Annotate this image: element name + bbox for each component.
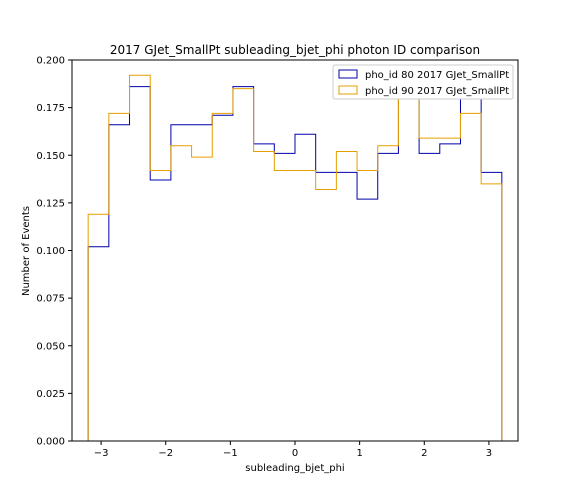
- y-axis: 0.000 0.025 0.050 0.075 0.100 0.125 0.150 0.175…: [36, 56, 72, 448]
- plot-frame: [71, 59, 519, 442]
- y-tick-label: 0.050: [36, 341, 65, 352]
- y-tick-label: 0.000: [36, 437, 65, 448]
- series-layer: [87, 74, 503, 441]
- x-tick-label: 3: [486, 448, 492, 459]
- y-tick-label: 0.200: [36, 56, 65, 67]
- y-tick-label: 0.100: [36, 246, 65, 257]
- plot-area: [72, 60, 518, 441]
- y-axis-label: Number of Events: [21, 206, 32, 296]
- y-tick-label: 0.150: [36, 151, 65, 162]
- y-tick-label: 0.125: [36, 198, 65, 209]
- y-tick-label: 0.175: [36, 103, 65, 114]
- x-axis: −3 −2 −1 0 1 2 3: [94, 441, 492, 459]
- legend-label-pho-id-90: pho_id 90 2017 GJet_SmallPt: [365, 86, 509, 97]
- legend-label-pho-id-80: pho_id 80 2017 GJet_SmallPt: [365, 70, 509, 81]
- x-tick-label: −3: [94, 448, 109, 459]
- x-axis-label: subleading_bjet_phi: [245, 463, 344, 474]
- y-tick-label: 0.075: [36, 294, 65, 305]
- x-tick-label: −2: [158, 448, 173, 459]
- x-tick-label: 1: [356, 448, 362, 459]
- legend-box: [332, 64, 514, 100]
- legend-swatch-pho-id-80: [338, 69, 358, 79]
- legend: pho_id 80 2017 GJet_SmallPt pho_id 90 20…: [332, 64, 514, 100]
- x-tick-label: −1: [223, 448, 238, 459]
- legend-swatch-pho-id-90: [338, 85, 358, 95]
- chart-title: 2017 GJet_SmallPt subleading_bjet_phi ph…: [110, 43, 480, 57]
- x-tick-label: 2: [421, 448, 427, 459]
- series-line-1: [87, 74, 503, 441]
- x-tick-label: 0: [292, 448, 298, 459]
- y-tick-label: 0.025: [36, 389, 65, 400]
